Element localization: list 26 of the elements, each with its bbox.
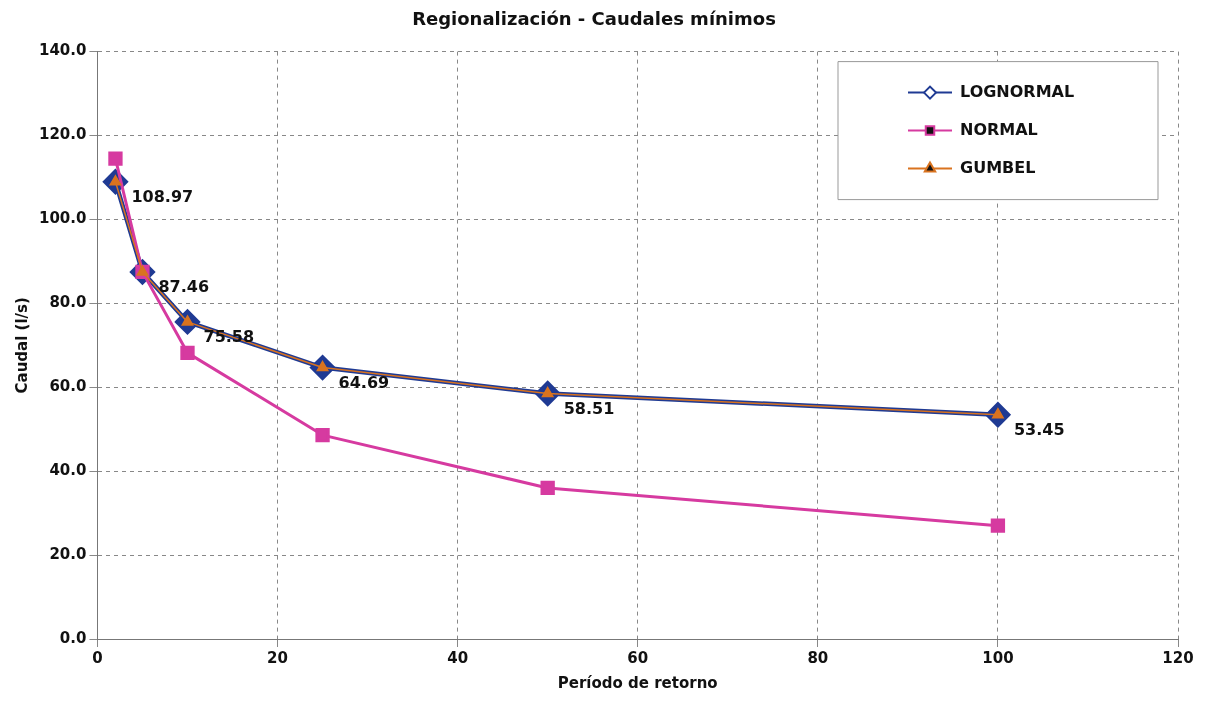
data-label: 87.46	[158, 277, 210, 297]
x-tick-label: 80	[807, 648, 829, 667]
y-tick-label: 140.0	[38, 41, 87, 60]
legend-label: GUMBEL	[960, 157, 1036, 177]
y-tick-label: 40.0	[49, 461, 87, 480]
chart-title: Regionalización - Caudales mínimos	[412, 8, 776, 30]
data-label: 64.69	[338, 372, 390, 392]
legend-label: LOGNORMAL	[960, 81, 1075, 101]
data-label: 58.51	[563, 398, 615, 418]
x-tick-label: 60	[627, 648, 649, 667]
x-tick-label: 20	[267, 648, 288, 667]
x-axis-title: Período de retorno	[557, 673, 718, 692]
legend-label: NORMAL	[960, 119, 1038, 139]
y-tick-label: 100.0	[38, 209, 87, 228]
data-label: 53.45	[1013, 419, 1065, 439]
y-axis-title: Caudal (l/s)	[12, 297, 31, 394]
x-tick-label: 0	[92, 648, 103, 667]
y-tick-label: 120.0	[38, 125, 87, 144]
x-tick-label: 100	[982, 648, 1014, 667]
data-label: 108.97	[131, 186, 194, 206]
y-tick-label: 60.0	[49, 377, 87, 396]
y-tick-label: 80.0	[49, 293, 87, 312]
y-tick-label: 20.0	[49, 544, 87, 563]
x-tick-label: 120	[1162, 648, 1194, 667]
x-tick-label: 40	[447, 648, 469, 667]
y-tick-label: 0.0	[59, 628, 87, 647]
